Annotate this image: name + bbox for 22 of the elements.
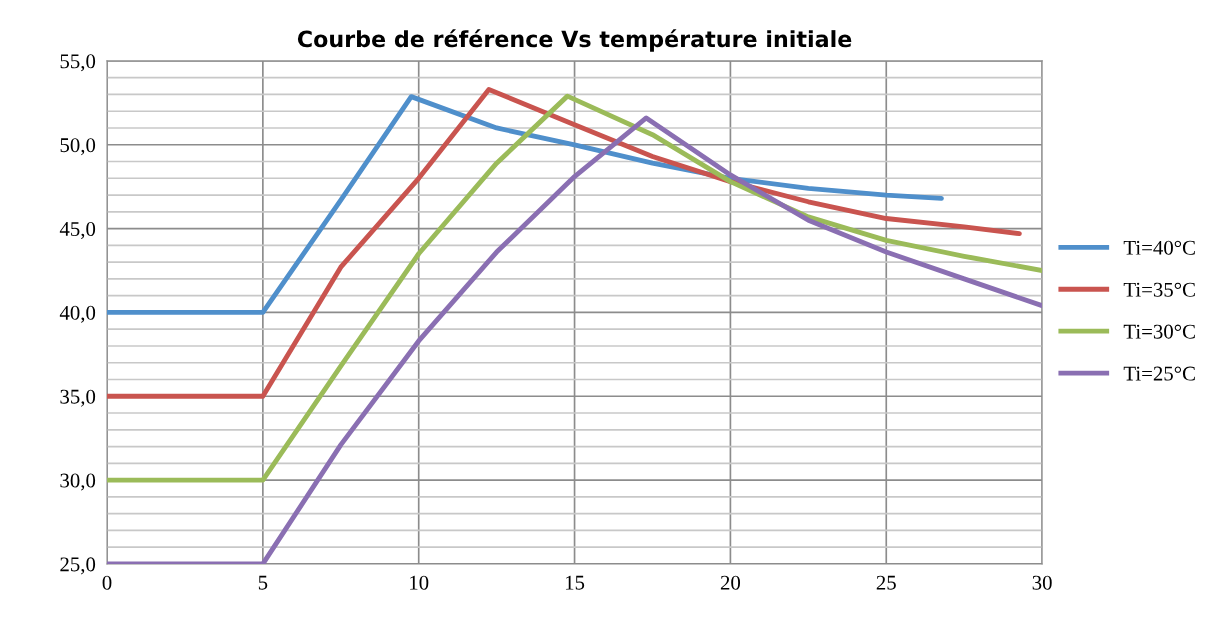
x-tick-label: 25 bbox=[876, 575, 896, 590]
y-tick-label: 50,0 bbox=[60, 138, 96, 156]
legend-label: Ti=30°C bbox=[1123, 324, 1195, 339]
y-tick-label: 25,0 bbox=[60, 557, 96, 575]
line-series bbox=[107, 94, 944, 315]
x-tick-label: 30 bbox=[1032, 575, 1052, 590]
x-tick-label: 20 bbox=[720, 575, 741, 590]
y-tick-label: 30,0 bbox=[60, 473, 96, 491]
legend-label: Ti=25°C bbox=[1123, 366, 1195, 381]
chart-title: Courbe de référence Vs température initiale bbox=[297, 29, 852, 52]
legend-label: Ti=40°C bbox=[1123, 240, 1195, 255]
line-series bbox=[107, 86, 1022, 399]
y-tick-label: 55,0 bbox=[60, 54, 96, 72]
x-tick-label: 15 bbox=[565, 575, 585, 590]
y-tick-label: 45,0 bbox=[59, 221, 96, 240]
x-tick-label: 0 bbox=[102, 575, 112, 590]
x-tick-label: 5 bbox=[258, 575, 268, 590]
line-series bbox=[107, 93, 1043, 483]
y-tick-label: 35,0 bbox=[60, 389, 96, 407]
x-tick-label: 10 bbox=[410, 575, 429, 590]
legend-label: Ti=35°C bbox=[1123, 282, 1195, 297]
y-tick-label: 40,0 bbox=[59, 305, 96, 323]
